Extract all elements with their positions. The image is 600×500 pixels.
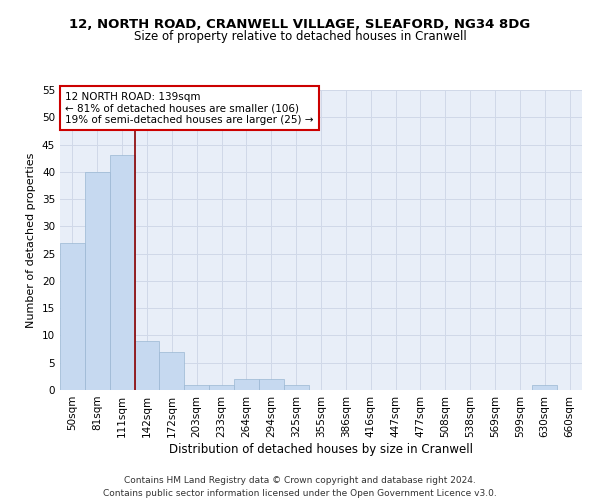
Bar	[184, 384, 209, 390]
Text: 12 NORTH ROAD: 139sqm
← 81% of detached houses are smaller (106)
19% of semi-det: 12 NORTH ROAD: 139sqm ← 81% of detached …	[65, 92, 314, 124]
Bar	[284, 384, 308, 390]
Bar	[160, 352, 184, 390]
Bar	[60, 242, 85, 390]
Bar	[259, 379, 284, 390]
Bar	[110, 156, 134, 390]
Bar	[209, 384, 234, 390]
X-axis label: Distribution of detached houses by size in Cranwell: Distribution of detached houses by size …	[169, 442, 473, 456]
Text: Size of property relative to detached houses in Cranwell: Size of property relative to detached ho…	[134, 30, 466, 43]
Bar	[134, 341, 160, 390]
Text: Contains HM Land Registry data © Crown copyright and database right 2024.
Contai: Contains HM Land Registry data © Crown c…	[103, 476, 497, 498]
Bar	[234, 379, 259, 390]
Bar	[532, 384, 557, 390]
Y-axis label: Number of detached properties: Number of detached properties	[26, 152, 37, 328]
Text: 12, NORTH ROAD, CRANWELL VILLAGE, SLEAFORD, NG34 8DG: 12, NORTH ROAD, CRANWELL VILLAGE, SLEAFO…	[70, 18, 530, 30]
Bar	[85, 172, 110, 390]
